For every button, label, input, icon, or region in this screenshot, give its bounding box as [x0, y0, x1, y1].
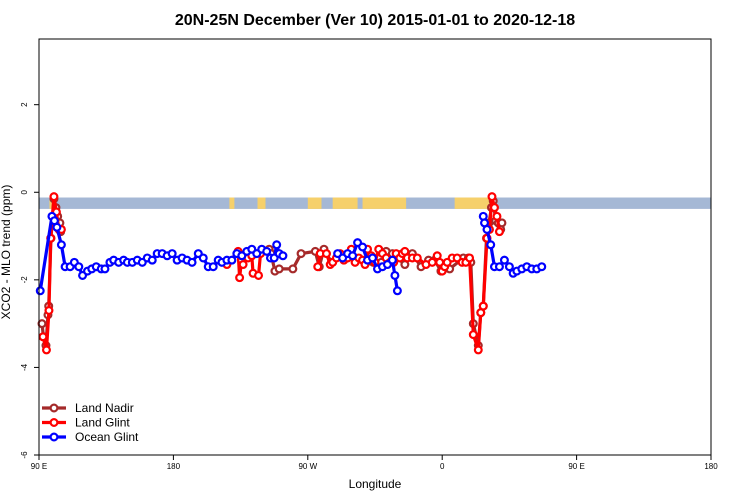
- data-point: [478, 301, 488, 311]
- data-point: [100, 264, 110, 274]
- data-point: [427, 257, 437, 267]
- plot-frame: [38, 38, 712, 456]
- data-point: [392, 286, 402, 296]
- x-axis-label: Longitude: [349, 477, 402, 491]
- data-point: [492, 211, 502, 221]
- data-point: [358, 242, 368, 252]
- legend-marker: [49, 403, 59, 413]
- legend-label: Land Nadir: [75, 401, 134, 415]
- x-tick-label: 90 W: [298, 462, 317, 471]
- land-strip-segment: [229, 197, 235, 209]
- y-axis-label: XCO2 - MLO trend (ppm): [0, 185, 13, 320]
- data-point: [465, 253, 475, 263]
- data-point: [274, 264, 284, 274]
- series-line-2: [38, 214, 543, 292]
- legend-marker: [49, 418, 59, 428]
- data-point: [147, 255, 157, 265]
- data-point: [56, 240, 66, 250]
- data-point: [235, 273, 245, 283]
- land-strip-segment: [257, 197, 263, 209]
- data-point: [348, 251, 358, 261]
- land-strip-segment: [261, 197, 266, 209]
- data-point: [262, 246, 272, 256]
- data-point: [52, 222, 62, 232]
- land-strip-segment: [362, 197, 407, 209]
- land-strip-segment: [307, 197, 322, 209]
- x-tick-label: 180: [704, 462, 718, 471]
- data-point: [272, 240, 282, 250]
- data-point: [74, 262, 84, 272]
- data-point: [489, 203, 499, 213]
- data-point: [37, 319, 47, 329]
- data-point: [238, 260, 248, 270]
- data-point: [38, 332, 48, 342]
- data-point: [208, 262, 218, 272]
- y-tick-label: 2: [20, 102, 29, 107]
- y-tick-label: -4: [20, 363, 29, 371]
- land-strip-segment: [332, 197, 358, 209]
- data-point: [227, 255, 237, 265]
- x-tick-label: 0: [440, 462, 445, 471]
- data-point: [494, 227, 504, 237]
- data-point: [296, 249, 306, 259]
- chart-title: 20N-25N December (Ver 10) 2015-01-01 to …: [175, 12, 575, 29]
- data-point: [468, 330, 478, 340]
- data-point: [504, 262, 514, 272]
- x-tick-label: 90 E: [568, 462, 584, 471]
- data-point: [499, 255, 509, 265]
- data-point: [44, 305, 54, 315]
- data-point: [198, 253, 208, 263]
- data-point: [41, 345, 51, 355]
- data-point: [313, 262, 323, 272]
- data-point: [487, 192, 497, 202]
- data-point: [187, 257, 197, 267]
- data-point: [368, 253, 378, 263]
- legend-label: Ocean Glint: [75, 430, 139, 444]
- data-point: [288, 264, 298, 274]
- plot-area: 90 E 180 90 W 0 90 E 180 -6 -4 -2 0 2 Land NadirLan…: [20, 38, 718, 471]
- y-tick-label: -6: [20, 451, 29, 459]
- data-point: [473, 345, 483, 355]
- data-point: [390, 270, 400, 280]
- y-tick-label: -2: [20, 276, 29, 284]
- y-tick-label: 0: [20, 189, 29, 194]
- data-point: [167, 249, 177, 259]
- data-point: [49, 192, 59, 202]
- data-point: [482, 224, 492, 234]
- data-point: [254, 270, 264, 280]
- data-point: [537, 262, 547, 272]
- x-tick-label: 180: [167, 462, 181, 471]
- data-point: [486, 240, 496, 250]
- data-point: [321, 249, 331, 259]
- land-strip-segment: [454, 197, 494, 209]
- legend-marker: [49, 432, 59, 442]
- data-point: [35, 286, 45, 296]
- data-point: [278, 251, 288, 261]
- data-point: [387, 255, 397, 265]
- legend-label: Land Glint: [75, 416, 130, 430]
- x-tick-label: 90 E: [31, 462, 47, 471]
- data-point: [412, 253, 422, 263]
- data-point: [494, 262, 504, 272]
